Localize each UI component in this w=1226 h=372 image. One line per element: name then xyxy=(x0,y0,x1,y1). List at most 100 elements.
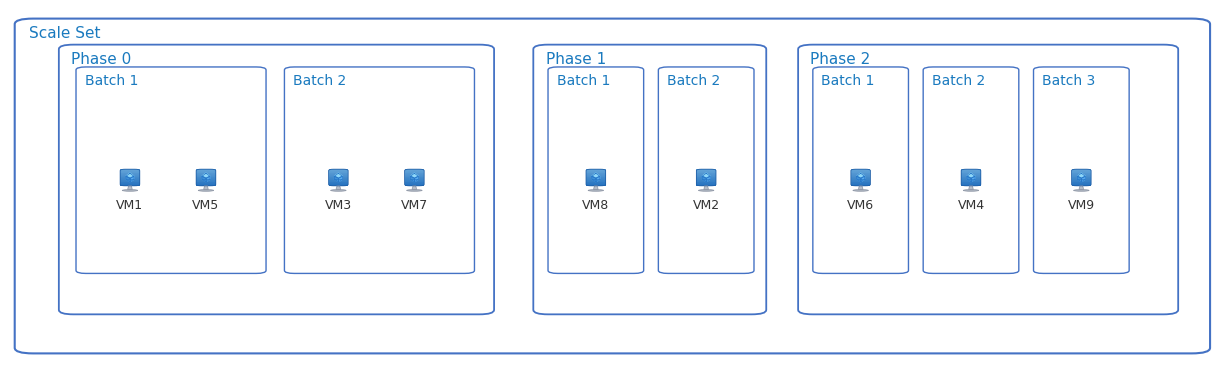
Bar xyxy=(1072,179,1091,180)
Bar xyxy=(696,180,716,182)
Bar xyxy=(405,177,424,178)
Bar xyxy=(329,184,348,185)
Bar xyxy=(329,183,348,184)
Bar xyxy=(1072,180,1091,181)
Bar xyxy=(851,174,870,175)
Bar xyxy=(696,177,716,178)
Text: Batch 1: Batch 1 xyxy=(821,74,875,89)
Bar xyxy=(851,170,870,172)
Bar xyxy=(329,171,348,173)
Bar xyxy=(329,185,348,186)
Text: VM2: VM2 xyxy=(693,199,720,212)
Bar xyxy=(696,178,716,179)
Bar xyxy=(696,176,716,177)
Bar xyxy=(851,181,870,183)
Text: Phase 0: Phase 0 xyxy=(71,52,131,67)
Bar xyxy=(851,176,870,177)
Bar xyxy=(851,178,870,179)
Text: VM9: VM9 xyxy=(1068,199,1095,212)
Bar xyxy=(329,170,348,172)
Ellipse shape xyxy=(1074,190,1089,191)
Bar xyxy=(961,176,981,177)
Bar xyxy=(405,173,424,174)
Polygon shape xyxy=(335,173,342,178)
Bar xyxy=(696,185,716,186)
Bar xyxy=(696,184,716,185)
Text: VM5: VM5 xyxy=(192,199,219,212)
Bar xyxy=(696,183,716,184)
Bar xyxy=(405,185,424,186)
Text: Batch 2: Batch 2 xyxy=(293,74,346,89)
Bar xyxy=(696,174,716,176)
Bar xyxy=(196,180,216,181)
Polygon shape xyxy=(861,176,864,182)
Bar xyxy=(851,180,870,181)
Polygon shape xyxy=(126,173,134,178)
Polygon shape xyxy=(336,186,341,190)
Bar xyxy=(696,174,716,175)
FancyBboxPatch shape xyxy=(76,67,266,273)
Polygon shape xyxy=(706,176,710,182)
Bar xyxy=(586,178,606,179)
Ellipse shape xyxy=(331,190,346,191)
Bar xyxy=(1072,183,1091,184)
Bar xyxy=(196,181,216,183)
Bar xyxy=(961,171,981,173)
Text: VM1: VM1 xyxy=(116,199,143,212)
Bar xyxy=(1072,174,1091,175)
Bar xyxy=(120,172,140,173)
Polygon shape xyxy=(414,176,418,182)
Text: Scale Set: Scale Set xyxy=(29,26,101,41)
Bar xyxy=(196,183,216,184)
Polygon shape xyxy=(969,186,973,190)
Bar xyxy=(405,181,424,183)
Bar xyxy=(405,180,424,181)
Bar xyxy=(405,182,424,183)
Bar xyxy=(405,178,424,179)
Bar xyxy=(120,169,140,170)
Bar xyxy=(196,174,216,176)
Bar xyxy=(329,170,348,171)
Bar xyxy=(196,180,216,182)
Bar xyxy=(1072,174,1091,176)
Bar xyxy=(329,174,348,175)
Bar xyxy=(196,169,216,170)
Bar xyxy=(329,182,348,183)
Bar xyxy=(1072,169,1091,170)
Ellipse shape xyxy=(853,190,868,191)
Polygon shape xyxy=(702,176,706,182)
Bar xyxy=(405,180,424,182)
Bar xyxy=(405,174,424,176)
Bar xyxy=(851,172,870,173)
Polygon shape xyxy=(592,176,596,182)
Bar xyxy=(405,171,424,173)
Bar xyxy=(696,176,716,177)
Bar xyxy=(961,184,981,185)
Polygon shape xyxy=(1079,186,1084,190)
Bar xyxy=(329,174,348,176)
Bar xyxy=(329,180,348,182)
Bar xyxy=(1072,184,1091,185)
Bar xyxy=(586,171,606,173)
Bar xyxy=(961,177,981,178)
Ellipse shape xyxy=(199,190,213,191)
Ellipse shape xyxy=(588,190,603,191)
Bar xyxy=(851,174,870,176)
Polygon shape xyxy=(971,176,975,182)
Bar xyxy=(696,181,716,183)
Bar xyxy=(329,176,348,177)
Polygon shape xyxy=(130,176,134,182)
Bar xyxy=(1072,181,1091,183)
Bar xyxy=(329,179,348,180)
Bar xyxy=(851,171,870,173)
Polygon shape xyxy=(335,176,338,182)
Bar xyxy=(120,185,140,186)
Text: Phase 2: Phase 2 xyxy=(810,52,870,67)
FancyBboxPatch shape xyxy=(658,67,754,273)
Bar xyxy=(120,174,140,176)
Bar xyxy=(961,169,981,170)
Bar xyxy=(196,171,216,173)
Bar xyxy=(586,181,606,183)
Bar xyxy=(586,177,606,178)
Bar xyxy=(961,179,981,180)
